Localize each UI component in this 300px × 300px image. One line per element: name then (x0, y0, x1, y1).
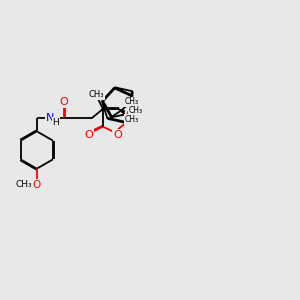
Text: CH₃: CH₃ (125, 98, 139, 106)
Text: O: O (84, 130, 93, 140)
Text: N: N (46, 113, 54, 123)
Text: O: O (113, 130, 122, 140)
Text: CH₃: CH₃ (128, 106, 142, 115)
Text: CH₃: CH₃ (15, 180, 32, 189)
Text: O: O (33, 180, 41, 190)
Text: CH₃: CH₃ (125, 115, 139, 124)
Text: O: O (126, 110, 134, 120)
Text: CH₃: CH₃ (89, 90, 104, 99)
Text: O: O (59, 97, 68, 107)
Text: H: H (52, 118, 59, 127)
